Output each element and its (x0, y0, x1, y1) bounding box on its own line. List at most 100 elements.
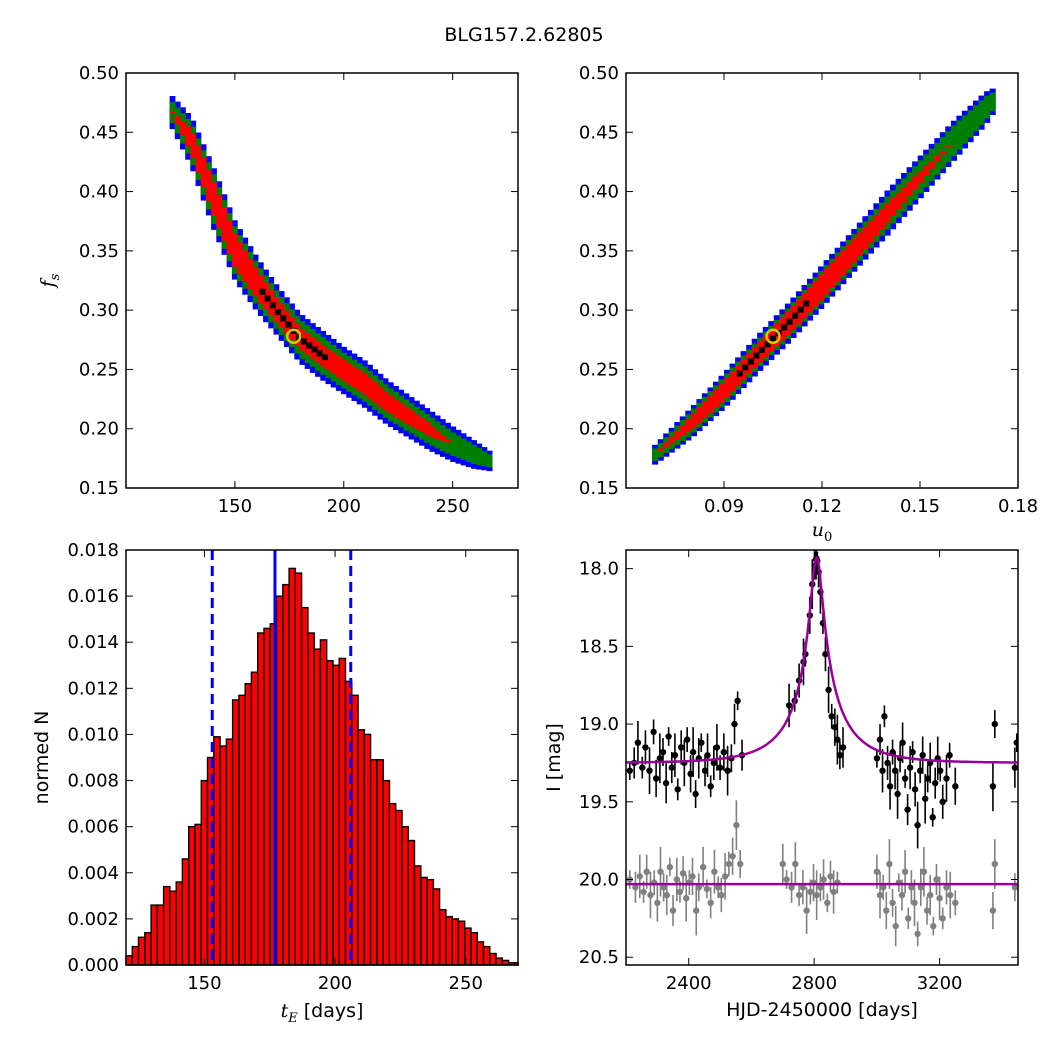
data-point (911, 786, 919, 793)
residual-point (795, 891, 803, 899)
sigma1-cell (786, 318, 793, 325)
sigma2-region (807, 287, 814, 313)
residual-point (827, 873, 834, 880)
residual-point (943, 884, 950, 891)
residual-point (718, 891, 725, 899)
sigma3-region (984, 95, 991, 119)
residual-point (654, 899, 661, 906)
histogram-bar (263, 627, 272, 966)
data-point (932, 779, 939, 787)
x-tick-label: 2800 (791, 973, 837, 994)
sigma2-region (237, 242, 243, 275)
histogram-bar (395, 809, 403, 966)
data-point (716, 764, 724, 771)
residual-point (989, 907, 997, 914)
sigma2-region (169, 111, 176, 114)
residual-point (952, 899, 959, 906)
sigma2-region (912, 176, 919, 190)
x-tick-label: 0.09 (704, 496, 744, 517)
sigma2-region (200, 158, 207, 187)
sigma1-cell (280, 315, 287, 322)
sigma3-region (486, 454, 493, 468)
y-tick-label: 0.40 (79, 182, 119, 203)
sigma3-region (455, 435, 462, 458)
data-point (662, 779, 670, 787)
sigma1-cell (758, 346, 765, 353)
sigma2-region (346, 363, 353, 385)
data-point (894, 790, 901, 798)
y-axis-label: I [mag] (543, 723, 565, 792)
y-tick-label: 0.25 (579, 359, 619, 380)
sigma2-region (419, 418, 425, 432)
residual-point (880, 884, 887, 891)
residual-point (813, 891, 820, 899)
histogram-bar (388, 802, 397, 966)
data-point (665, 733, 672, 740)
data-point (652, 775, 660, 782)
y-tick-label: 0.20 (579, 419, 619, 440)
data-point (1013, 739, 1018, 746)
sigma2-region (895, 192, 902, 210)
histogram-bar (495, 957, 504, 966)
y-tick-label: 0.15 (79, 478, 119, 499)
residual-point (876, 891, 884, 899)
residual-point (729, 853, 736, 860)
histogram-bar (476, 941, 485, 966)
sigma2-region (429, 426, 436, 438)
histogram-bar (150, 904, 159, 966)
histogram-bar (307, 632, 315, 966)
histogram-bar (457, 920, 466, 966)
sigma2-region (211, 182, 217, 216)
residual-point (933, 876, 940, 883)
sigma2-region (834, 256, 841, 282)
y-tick-label: 0.45 (79, 122, 119, 143)
y-tick-label: 0.008 (67, 771, 119, 792)
data-point (924, 775, 931, 782)
histogram-bar (175, 881, 184, 966)
sigma2-region (361, 373, 368, 395)
data-point (909, 748, 916, 756)
sigma1-cell (742, 364, 749, 371)
sigma1-cell (285, 321, 292, 328)
sigma2-region (325, 348, 332, 371)
x-tick-label: 200 (318, 973, 352, 994)
sigma2-region (674, 430, 681, 440)
residual-point (676, 888, 684, 896)
sigma3-region (989, 92, 996, 112)
histogram-bar (187, 826, 196, 966)
data-point (698, 739, 705, 746)
sigma2-region (729, 371, 736, 392)
histogram-bar (125, 955, 134, 966)
data-point (881, 713, 888, 720)
x-axis-label: HJD-2450000 [days] (726, 999, 918, 1021)
x-tick-label: 2400 (666, 973, 712, 994)
sigma2-region (934, 155, 941, 162)
sigma3-region (465, 441, 472, 462)
y-tick-label: 0.35 (579, 241, 619, 262)
x-tick-label: 200 (327, 496, 361, 517)
sigma2-region (351, 366, 358, 388)
data-point (720, 748, 727, 756)
residual-point (779, 860, 786, 868)
data-point (834, 736, 841, 743)
histogram-bar (213, 736, 221, 966)
residual-point (660, 884, 667, 891)
histogram-bar (294, 572, 303, 966)
histogram-bar (376, 759, 384, 966)
histogram-bar (326, 660, 334, 966)
histogram-bar (288, 567, 297, 966)
sigma1-cell (264, 295, 271, 302)
sigma3-region (978, 100, 985, 125)
data-point (642, 744, 649, 751)
sigma2-region (434, 430, 441, 440)
tE_vs_fs-panel: 150 200 250 0.15 0.20 0.25 0.30 0.35 0.40 0.45 0.5… (37, 63, 519, 517)
residual-point (799, 884, 807, 891)
sigma2-region (387, 395, 394, 414)
sigma2-region (393, 399, 399, 418)
residual-point (711, 868, 718, 875)
sigma2-region (862, 226, 869, 249)
data-point (943, 775, 950, 782)
sigma2-region (335, 356, 342, 378)
sigma2-region (812, 280, 819, 307)
